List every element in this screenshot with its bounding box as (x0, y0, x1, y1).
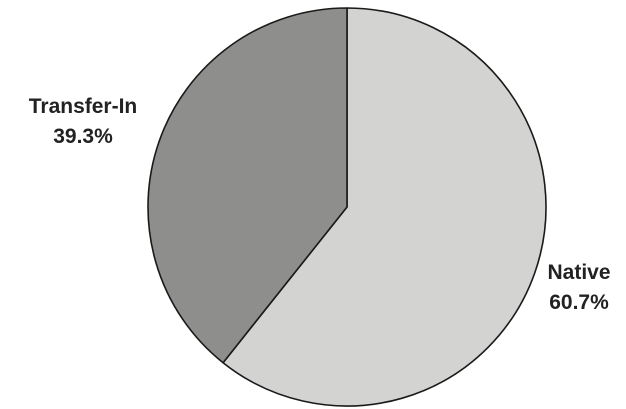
slice-name-transfer-in: Transfer-In (28, 95, 138, 118)
pie-slice-native (222, 7, 547, 407)
slice-value-transfer-in: 39.3% (53, 125, 113, 148)
slice-label-native: Native 60.7% (536, 258, 622, 318)
pie-slice-transfer-in (147, 7, 348, 364)
slice-name-native: Native (547, 261, 611, 284)
slice-label-transfer-in: Transfer-In 39.3% (8, 92, 158, 152)
slice-value-native: 60.7% (549, 291, 609, 314)
